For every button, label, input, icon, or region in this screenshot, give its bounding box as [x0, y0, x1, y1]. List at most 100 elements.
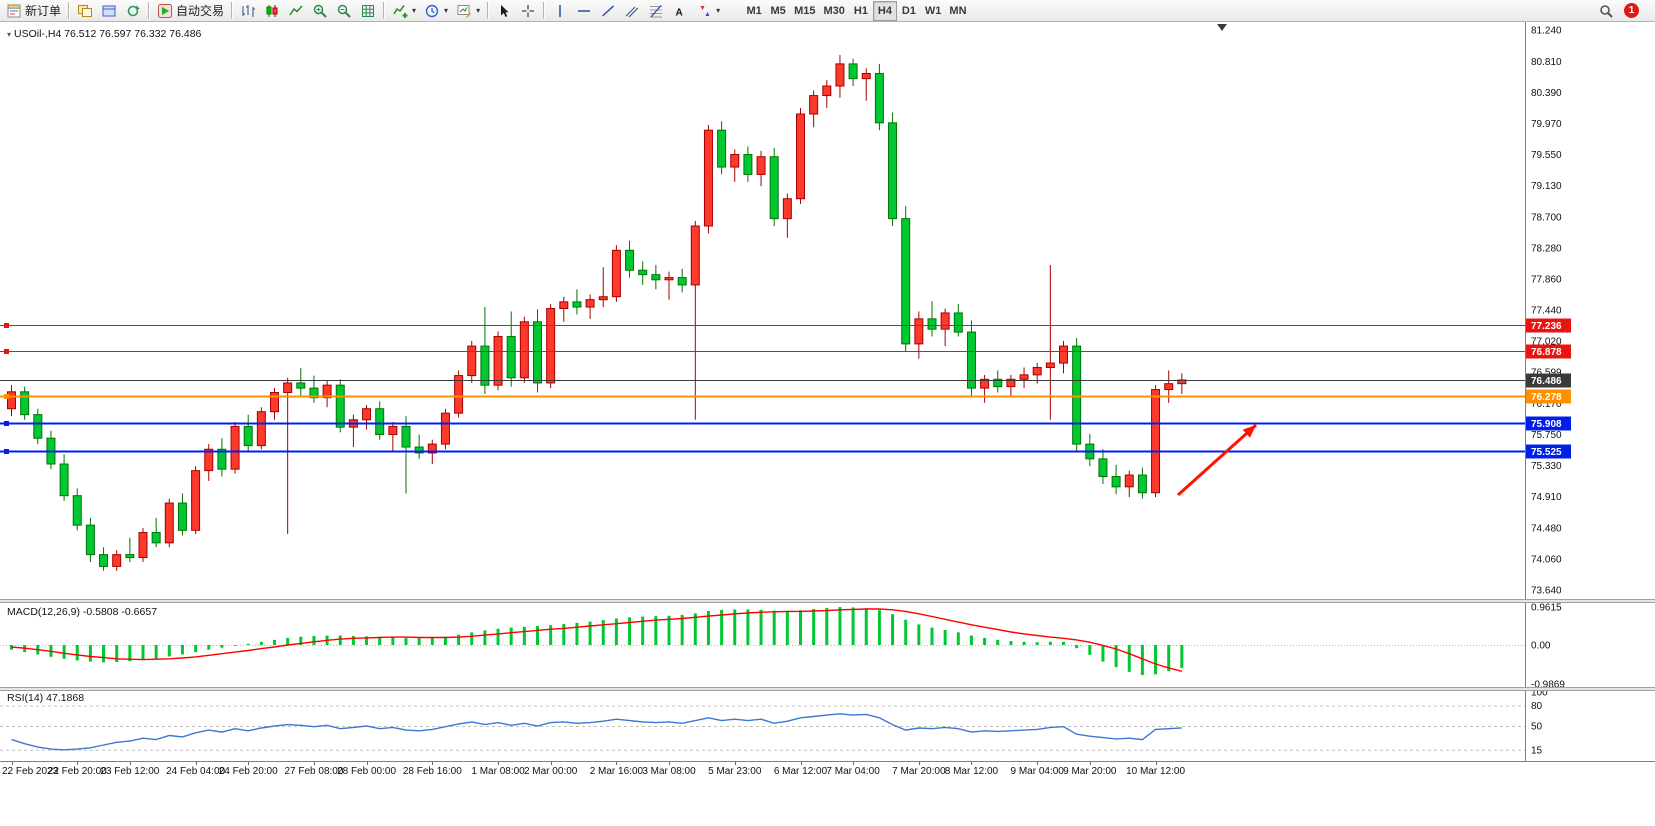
vertical-line-tool-button[interactable]	[548, 1, 572, 21]
candlestick	[756, 150, 766, 187]
candlestick	[99, 547, 109, 571]
horizontal-price-line[interactable]	[0, 323, 1525, 328]
trend-arrow[interactable]	[1176, 423, 1258, 497]
axis-label: 74.910	[1531, 492, 1562, 503]
candlestick	[822, 80, 832, 109]
axis-label: 77.440	[1531, 306, 1562, 317]
time-label: 2 Mar 16:00	[589, 766, 644, 777]
price-tag-text: 76.278	[1531, 392, 1562, 403]
time-tick	[971, 762, 973, 765]
candlestick	[322, 380, 332, 408]
text-tool-button[interactable]: A	[668, 1, 692, 21]
time-label: 1 Mar 08:00	[471, 766, 525, 777]
candlestick	[33, 408, 43, 445]
grid-toggle-button[interactable]	[356, 1, 380, 21]
timeframe-w1-button[interactable]: W1	[921, 1, 946, 21]
time-tick	[1155, 762, 1157, 765]
candlestick	[1124, 470, 1134, 498]
charts-cascade-button[interactable]	[73, 1, 97, 21]
timeframe-m1-button[interactable]: M1	[742, 1, 766, 21]
candles-layer	[7, 55, 1187, 571]
candlestick	[493, 331, 503, 391]
timeframe-h4-button[interactable]: H4	[872, 0, 897, 21]
horizontal-price-line[interactable]	[0, 394, 1525, 399]
horizontal-line-tool-button[interactable]	[572, 1, 596, 21]
time-tick	[734, 762, 736, 765]
time-label: 23 Feb 12:00	[100, 766, 160, 777]
time-label: 28 Feb 00:00	[337, 766, 397, 777]
auto-trading-button[interactable]: 自动交易	[153, 1, 228, 21]
candlestick	[953, 304, 963, 337]
bar-chart-mode-button[interactable]	[236, 1, 260, 21]
time-label: 28 Feb 16:00	[402, 766, 462, 777]
candlestick	[861, 68, 871, 101]
candlestick	[283, 377, 293, 534]
zoom-in-button[interactable]	[308, 1, 332, 21]
line-chart-mode-button[interactable]	[284, 1, 308, 21]
timeframe-m15-button[interactable]: M15	[790, 1, 819, 21]
candlestick	[151, 517, 161, 548]
price-tag: 75.908	[1526, 416, 1571, 431]
clock-icon	[424, 3, 440, 19]
candle-chart-mode-button[interactable]	[260, 1, 284, 21]
rsi-panel[interactable]: 100 80 50 15	[0, 691, 1655, 761]
price-tag-text: 76.878	[1531, 347, 1562, 358]
timeframe-m30-button[interactable]: M30	[820, 1, 849, 21]
cursor-tool-button[interactable]	[492, 1, 516, 21]
axis-label: 81.240	[1531, 26, 1562, 37]
refresh-button[interactable]	[121, 1, 145, 21]
candlestick	[769, 147, 779, 226]
line-handle	[4, 323, 9, 328]
main-price-chart[interactable]: 81.240 80.810 80.390 79.970 79.550 79.130 78.7…	[0, 22, 1655, 599]
time-label: 22 Feb 20:00	[47, 766, 107, 777]
toolbar-separator	[487, 2, 490, 19]
line-handle	[4, 349, 9, 354]
templates-button[interactable]: ▾	[452, 1, 484, 21]
panel-splitter[interactable]	[0, 599, 1655, 603]
trendline-tool-button[interactable]	[596, 1, 620, 21]
price-tag: 77.236	[1526, 318, 1571, 333]
crosshair-tool-button[interactable]	[516, 1, 540, 21]
candlestick	[874, 63, 884, 131]
candlestick	[217, 438, 227, 477]
channel-tool-button[interactable]	[620, 1, 644, 21]
chevron-down-icon: ▾	[412, 6, 417, 15]
line-handle	[4, 394, 9, 399]
candlestick	[59, 454, 69, 501]
candlestick	[1045, 265, 1055, 420]
indicators-icon	[392, 3, 408, 19]
text-label-icon: A	[672, 3, 688, 19]
time-axis[interactable]: 22 Feb 2023 22 Feb 20:00 23 Feb 12:00 24 Fe…	[0, 761, 1655, 781]
panel-splitter[interactable]	[0, 687, 1655, 691]
indicators-button[interactable]: ▾	[388, 1, 420, 21]
horizontal-price-line[interactable]	[0, 421, 1525, 426]
timeframe-mn-button[interactable]: MN	[945, 1, 970, 21]
search-button[interactable]	[1594, 1, 1618, 21]
periods-button[interactable]: ▾	[420, 1, 452, 21]
fibonacci-tool-button[interactable]	[644, 1, 668, 21]
time-label: 22 Feb 2023	[2, 766, 59, 777]
timeframe-h1-button[interactable]: H1	[849, 1, 873, 21]
profiles-button[interactable]	[97, 1, 121, 21]
macd-panel[interactable]: 0.9615 0.00 -0.9869	[0, 603, 1655, 687]
axis-label: 79.130	[1531, 181, 1562, 192]
arrows-tool-button[interactable]: ▾	[692, 1, 724, 21]
timeframe-d1-button[interactable]: D1	[897, 1, 921, 21]
vertical-line-icon	[552, 3, 568, 19]
horizontal-price-line[interactable]	[0, 449, 1525, 454]
candlestick	[506, 311, 516, 387]
zoom-out-button[interactable]	[332, 1, 356, 21]
zoom-in-icon	[312, 3, 328, 19]
time-label: 3 Mar 08:00	[642, 766, 696, 777]
axis-label: 74.480	[1531, 524, 1562, 535]
toolbar: 新订单 自动交易 ▾ ▾ ▾ A ▾ M1 M5	[0, 0, 1655, 22]
time-label: 8 Mar 12:00	[944, 766, 999, 777]
notification-badge[interactable]: 1	[1624, 3, 1639, 18]
chart-shift-marker[interactable]	[1217, 24, 1227, 31]
new-order-button[interactable]: 新订单	[2, 1, 65, 21]
candlestick	[1151, 385, 1161, 498]
horizontal-price-line[interactable]	[0, 349, 1525, 354]
timeframe-m5-button[interactable]: M5	[766, 1, 790, 21]
bottom-filler	[0, 781, 1655, 826]
